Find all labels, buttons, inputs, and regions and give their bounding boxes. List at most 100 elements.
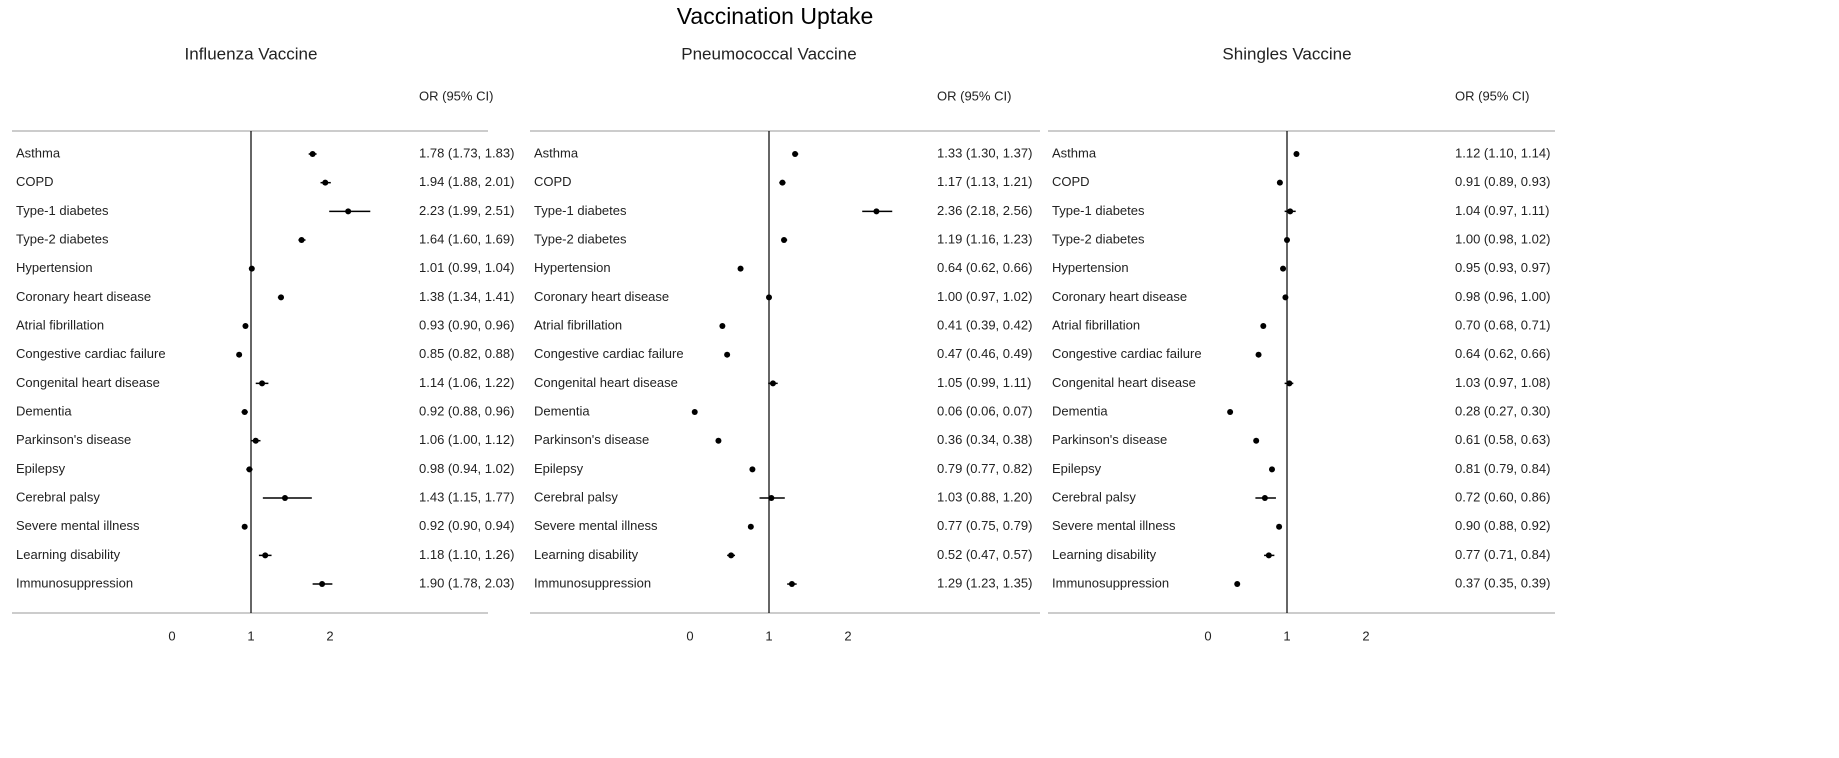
value-label: 1.01 (0.99, 1.04) — [419, 260, 514, 275]
value-label: 1.90 (1.78, 2.03) — [419, 575, 514, 590]
row-label: Cerebral palsy — [1052, 489, 1136, 504]
value-label: 0.90 (0.88, 0.92) — [1455, 518, 1550, 533]
value-label: 0.85 (0.82, 0.88) — [419, 346, 514, 361]
x-tick-label: 0 — [1204, 628, 1211, 643]
row-label: Epilepsy — [1052, 461, 1102, 476]
estimate-point — [262, 552, 269, 559]
estimate-point — [1234, 581, 1241, 588]
row-label: Type-1 diabetes — [16, 203, 109, 218]
row-label: Coronary heart disease — [534, 289, 669, 304]
row-label: COPD — [1052, 174, 1090, 189]
value-label: 0.52 (0.47, 0.57) — [937, 547, 1032, 562]
value-label: 1.94 (1.88, 2.01) — [419, 174, 514, 189]
row-label: Congestive cardiac failure — [534, 346, 684, 361]
value-label: 0.92 (0.88, 0.96) — [419, 403, 514, 418]
row-label: Asthma — [534, 145, 579, 160]
column-header: OR (95% CI) — [1455, 88, 1529, 103]
x-tick-label: 2 — [326, 628, 333, 643]
estimate-point — [691, 409, 698, 416]
chart-title: Vaccination Uptake — [677, 3, 873, 29]
row-label: Congestive cardiac failure — [1052, 346, 1202, 361]
value-label: 0.37 (0.35, 0.39) — [1455, 575, 1550, 590]
value-label: 1.33 (1.30, 1.37) — [937, 145, 1032, 160]
row-label: Type-2 diabetes — [16, 231, 109, 246]
estimate-point — [1261, 495, 1268, 502]
value-label: 0.77 (0.75, 0.79) — [937, 518, 1032, 533]
panel-title: Shingles Vaccine — [1222, 44, 1351, 63]
value-label: 1.18 (1.10, 1.26) — [419, 547, 514, 562]
value-label: 1.38 (1.34, 1.41) — [419, 289, 514, 304]
x-tick-label: 1 — [247, 628, 254, 643]
estimate-point — [1255, 351, 1262, 358]
row-label: Asthma — [16, 145, 61, 160]
row-label: Atrial fibrillation — [16, 317, 104, 332]
row-label: Parkinson's disease — [1052, 432, 1167, 447]
value-label: 2.36 (2.18, 2.56) — [937, 203, 1032, 218]
value-label: 0.77 (0.71, 0.84) — [1455, 547, 1550, 562]
value-label: 1.17 (1.13, 1.21) — [937, 174, 1032, 189]
value-label: 0.61 (0.58, 0.63) — [1455, 432, 1550, 447]
row-label: Learning disability — [534, 547, 639, 562]
estimate-point — [747, 523, 754, 530]
value-label: 0.28 (0.27, 0.30) — [1455, 403, 1550, 418]
estimate-point — [724, 351, 731, 358]
x-tick-label: 0 — [168, 628, 175, 643]
estimate-point — [788, 581, 795, 588]
row-label: Immunosuppression — [1052, 575, 1169, 590]
estimate-point — [766, 294, 772, 301]
row-label: Hypertension — [16, 260, 93, 275]
estimate-point — [281, 495, 288, 502]
estimate-point — [1280, 265, 1287, 272]
value-label: 0.79 (0.77, 0.82) — [937, 461, 1032, 476]
row-label: Immunosuppression — [534, 575, 651, 590]
row-label: Immunosuppression — [16, 575, 133, 590]
value-label: 1.05 (0.99, 1.11) — [937, 375, 1031, 390]
row-label: Severe mental illness — [534, 518, 658, 533]
row-label: Type-2 diabetes — [534, 231, 627, 246]
row-label: Asthma — [1052, 145, 1097, 160]
value-label: 1.64 (1.60, 1.69) — [419, 231, 514, 246]
value-label: 1.03 (0.97, 1.08) — [1455, 375, 1550, 390]
value-label: 1.14 (1.06, 1.22) — [419, 375, 514, 390]
estimate-point — [1293, 151, 1300, 157]
x-tick-label: 2 — [844, 628, 851, 643]
value-label: 1.19 (1.16, 1.23) — [937, 231, 1032, 246]
value-label: 0.95 (0.93, 0.97) — [1455, 260, 1550, 275]
value-label: 0.81 (0.79, 0.84) — [1455, 461, 1550, 476]
value-label: 1.29 (1.23, 1.35) — [937, 575, 1032, 590]
row-label: Type-1 diabetes — [1052, 203, 1145, 218]
value-label: 1.78 (1.73, 1.83) — [419, 145, 514, 160]
estimate-point — [728, 552, 735, 559]
value-label: 0.72 (0.60, 0.86) — [1455, 489, 1550, 504]
value-label: 1.43 (1.15, 1.77) — [419, 489, 514, 504]
row-label: Dementia — [16, 403, 72, 418]
value-label: 1.03 (0.88, 1.20) — [937, 489, 1032, 504]
row-label: Severe mental illness — [16, 518, 140, 533]
row-label: Cerebral palsy — [534, 489, 618, 504]
estimate-point — [781, 237, 788, 244]
estimate-point — [241, 409, 248, 416]
x-tick-label: 1 — [765, 628, 772, 643]
row-label: Severe mental illness — [1052, 518, 1176, 533]
row-label: Parkinson's disease — [534, 432, 649, 447]
estimate-point — [1227, 409, 1234, 416]
value-label: 0.98 (0.94, 1.02) — [419, 461, 514, 476]
row-label: Coronary heart disease — [1052, 289, 1187, 304]
estimate-point — [248, 265, 255, 272]
value-label: 0.64 (0.62, 0.66) — [937, 260, 1032, 275]
value-label: 0.98 (0.96, 1.00) — [1455, 289, 1550, 304]
value-label: 1.04 (0.97, 1.11) — [1455, 203, 1549, 218]
estimate-point — [768, 495, 775, 502]
value-label: 0.92 (0.90, 0.94) — [419, 518, 514, 533]
row-label: Type-2 diabetes — [1052, 231, 1145, 246]
row-label: Atrial fibrillation — [1052, 317, 1140, 332]
column-header: OR (95% CI) — [419, 88, 493, 103]
value-label: 0.64 (0.62, 0.66) — [1455, 346, 1550, 361]
row-label: Congestive cardiac failure — [16, 346, 166, 361]
estimate-point — [779, 179, 786, 186]
row-label: Coronary heart disease — [16, 289, 151, 304]
value-label: 2.23 (1.99, 2.51) — [419, 203, 514, 218]
estimate-point — [1260, 323, 1267, 330]
x-tick-label: 1 — [1283, 628, 1290, 643]
